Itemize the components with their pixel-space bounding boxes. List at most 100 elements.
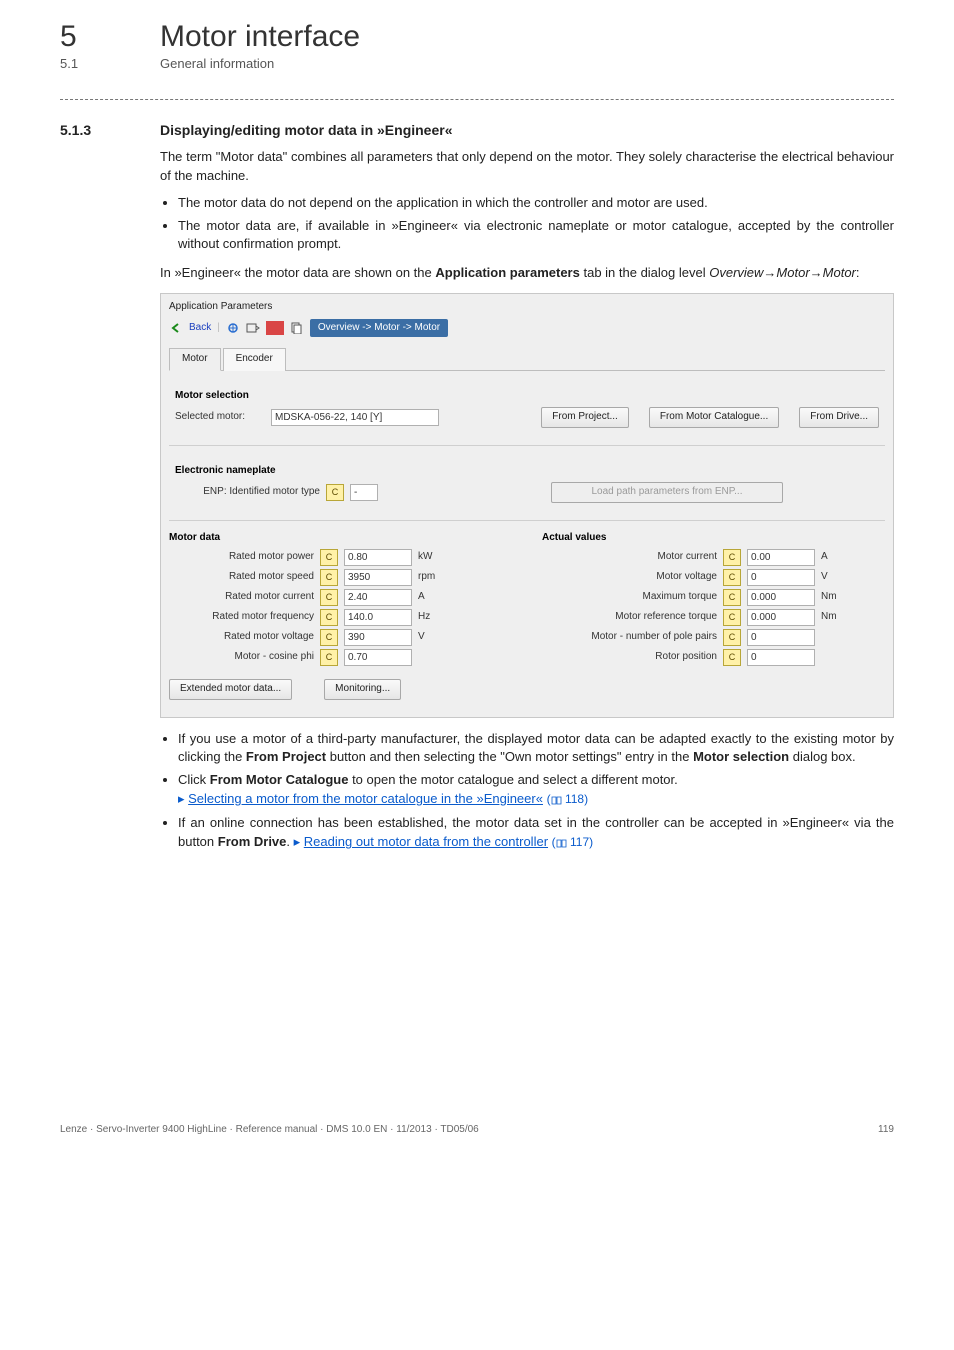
field-label: ENP: Identified motor type [175, 485, 320, 500]
panel-title: Application Parameters [169, 300, 885, 315]
unit-label: rpm [418, 570, 446, 585]
back-button[interactable]: Back [189, 321, 211, 336]
breadcrumb: Overview -> Motor -> Motor [310, 319, 448, 338]
field-label: Motor reference torque [542, 610, 717, 625]
unit-label: V [821, 570, 849, 585]
page-number-ref: 118 [565, 792, 584, 806]
bullet-item: If an online connection has been establi… [178, 814, 894, 853]
value-field[interactable]: 390 [344, 629, 412, 646]
text-fragment: tab in the dialog level [580, 265, 709, 280]
c-button[interactable]: C [723, 629, 741, 646]
text-fragment: In »Engineer« the motor data are shown o… [160, 265, 435, 280]
value-field[interactable]: 0.000 [747, 609, 815, 626]
field-label: Motor current [542, 550, 717, 565]
c-button[interactable]: C [320, 569, 338, 586]
text-bold: From Drive [218, 834, 287, 849]
selected-motor-field[interactable]: MDSKA-056-22, 140 [Y] [271, 409, 439, 426]
c-button[interactable]: C [320, 589, 338, 606]
field-label: Rated motor power [169, 550, 314, 565]
from-catalogue-button[interactable]: From Motor Catalogue... [649, 407, 779, 428]
load-enp-button[interactable]: Load path parameters from ENP... [551, 482, 783, 503]
c-button[interactable]: C [723, 649, 741, 666]
tool-icon[interactable] [266, 321, 284, 335]
divider [60, 99, 894, 100]
monitoring-button[interactable]: Monitoring... [324, 679, 401, 700]
text-fragment: dialog box. [789, 749, 856, 764]
c-button[interactable]: C [723, 549, 741, 566]
section-title: Displaying/editing motor data in »Engine… [160, 122, 453, 138]
field-label: Rotor position [542, 650, 717, 665]
field-label: Motor - number of pole pairs [542, 630, 717, 645]
chapter-title: Motor interface [160, 20, 360, 54]
section-number: 5.1.3 [60, 122, 132, 138]
tab-encoder[interactable]: Encoder [223, 348, 286, 371]
value-field[interactable]: 0.000 [747, 589, 815, 606]
from-project-button[interactable]: From Project... [541, 407, 629, 428]
enp-type-field[interactable]: - [350, 484, 378, 501]
c-button[interactable]: C [326, 484, 344, 501]
c-button[interactable]: C [320, 609, 338, 626]
unit-label: A [821, 550, 849, 565]
value-field[interactable]: 2.40 [344, 589, 412, 606]
tool-icon[interactable] [226, 321, 240, 335]
field-label: Rated motor speed [169, 570, 314, 585]
field-label: Maximum torque [542, 590, 717, 605]
c-button[interactable]: C [320, 629, 338, 646]
page-number: 119 [878, 1124, 894, 1135]
extended-motor-data-button[interactable]: Extended motor data... [169, 679, 292, 700]
unit-label: V [418, 630, 446, 645]
c-button[interactable]: C [320, 549, 338, 566]
text-bold: From Project [246, 749, 326, 764]
subchapter-number: 5.1 [60, 56, 120, 71]
link-read-motor-data[interactable]: Reading out motor data from the controll… [304, 834, 548, 849]
page-ref: ( 118) [547, 792, 588, 806]
value-field[interactable]: 0.80 [344, 549, 412, 566]
field-label: Motor voltage [542, 570, 717, 585]
value-field[interactable]: 0.70 [344, 649, 412, 666]
subchapter-title: General information [160, 56, 274, 71]
from-drive-button[interactable]: From Drive... [799, 407, 879, 428]
c-button[interactable]: C [723, 609, 741, 626]
c-button[interactable]: C [723, 569, 741, 586]
c-button[interactable]: C [320, 649, 338, 666]
text-fragment: Click [178, 772, 210, 787]
group-title: Motor data [169, 531, 512, 546]
value-field[interactable]: 3950 [344, 569, 412, 586]
value-field[interactable]: 0 [747, 629, 815, 646]
lead-paragraph: In »Engineer« the motor data are shown o… [160, 264, 894, 283]
text-italic: Overview→Motor→Motor [709, 265, 856, 280]
page-ref: ( 117) [552, 835, 593, 849]
tab-motor[interactable]: Motor [169, 348, 221, 371]
link-motor-catalogue[interactable]: Selecting a motor from the motor catalog… [188, 791, 543, 806]
group-title: Actual values [542, 531, 885, 546]
field-label: Motor - cosine phi [169, 650, 314, 665]
unit-label: Nm [821, 590, 849, 605]
value-field[interactable]: 0 [747, 649, 815, 666]
text-bold: Application parameters [435, 265, 580, 280]
tab-strip: Motor Encoder [169, 347, 885, 371]
back-arrow-icon[interactable] [169, 321, 183, 335]
tool-icon[interactable] [290, 321, 304, 335]
bullet-item: The motor data do not depend on the appl… [178, 194, 894, 213]
tool-icon[interactable] [246, 321, 260, 335]
value-field[interactable]: 0 [747, 569, 815, 586]
field-label: Rated motor frequency [169, 610, 314, 625]
group-title: Electronic nameplate [175, 464, 879, 479]
toolbar: Back | Overview -> Motor -> Motor [169, 317, 885, 342]
value-field[interactable]: 140.0 [344, 609, 412, 626]
chapter-number: 5 [60, 20, 120, 54]
unit-label: kW [418, 550, 446, 565]
unit-label: Hz [418, 610, 446, 625]
intro-paragraph: The term "Motor data" combines all param… [160, 148, 894, 186]
unit-label: Nm [821, 610, 849, 625]
group-title: Motor selection [175, 389, 879, 404]
text-bold: Motor selection [693, 749, 789, 764]
value-field[interactable]: 0.00 [747, 549, 815, 566]
c-button[interactable]: C [723, 589, 741, 606]
bullet-item: Click From Motor Catalogue to open the m… [178, 771, 894, 810]
field-label: Rated motor voltage [169, 630, 314, 645]
field-label: Selected motor: [175, 410, 265, 425]
text-fragment: . [286, 834, 293, 849]
field-label: Rated motor current [169, 590, 314, 605]
bullet-item: If you use a motor of a third-party manu… [178, 730, 894, 768]
